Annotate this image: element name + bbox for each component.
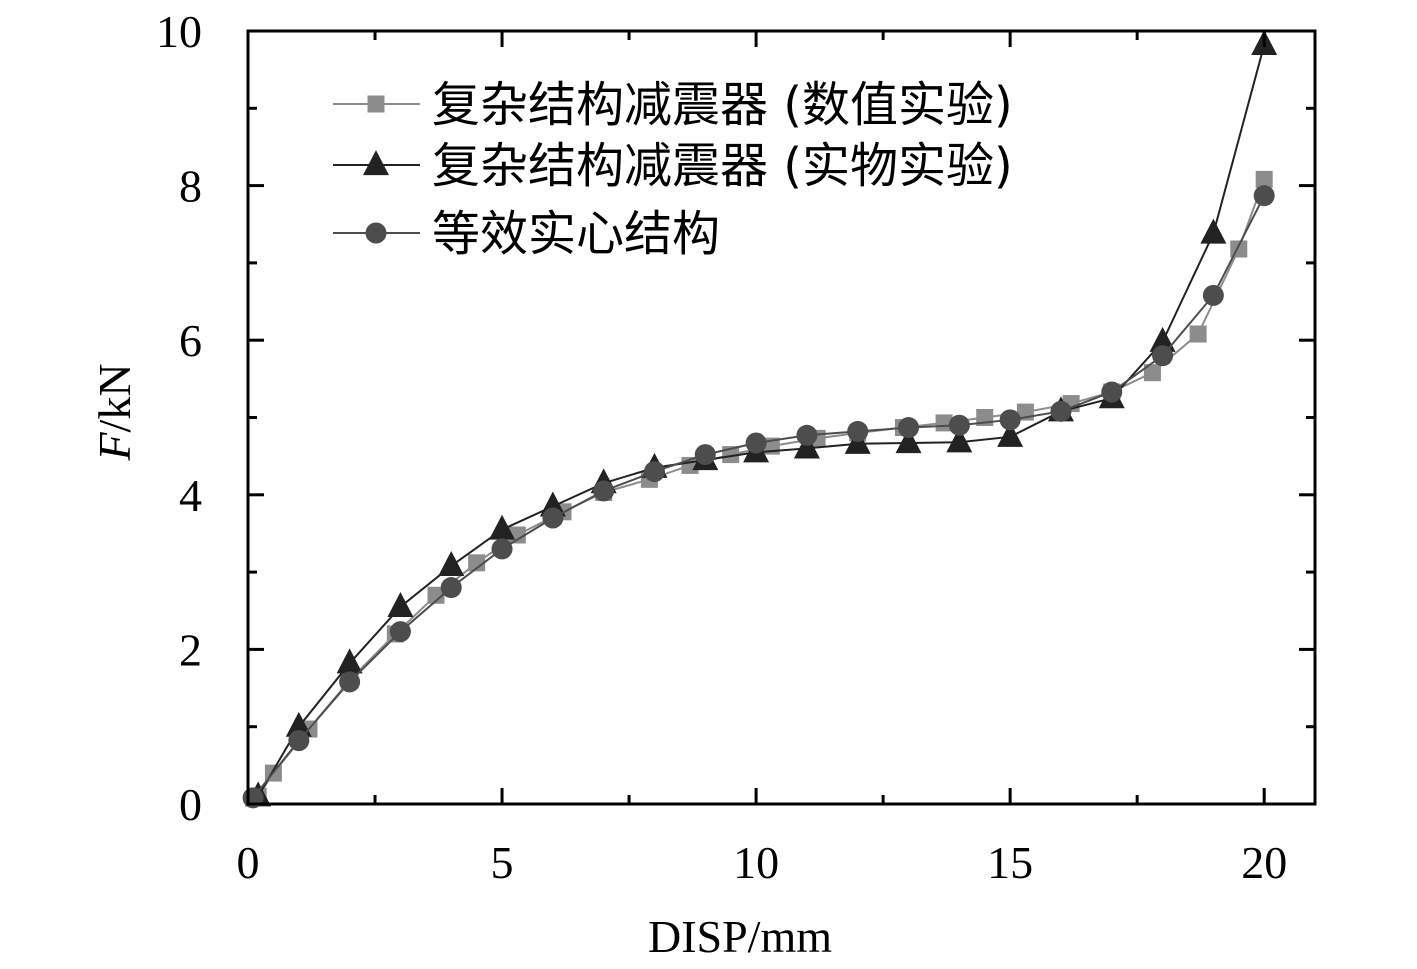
data-point-circle: [847, 420, 869, 442]
data-point-square: [1189, 325, 1207, 343]
legend-label: 复杂结构减震器 (实物实验): [432, 138, 1013, 194]
legend-item-square: 复杂结构减震器 (数值实验): [333, 77, 1013, 133]
y-axis-label-unit: /kN: [89, 363, 140, 432]
data-point-circle: [999, 409, 1021, 431]
data-point-circle: [542, 507, 564, 529]
legend-item-triangle: 复杂结构减震器 (实物实验): [333, 138, 1013, 194]
data-point-triangle: [946, 427, 973, 453]
data-point-circle: [694, 444, 716, 466]
data-point-circle: [1050, 400, 1072, 422]
data-point-circle: [1253, 185, 1275, 207]
data-point-circle: [1152, 345, 1174, 367]
x-tick-label: 10: [733, 837, 779, 888]
x-axis-label: DISP/mm: [648, 911, 832, 962]
y-tick-label: 6: [179, 315, 202, 366]
legend-label: 等效实心结构: [432, 206, 720, 262]
data-point-circle: [339, 671, 361, 693]
data-point-circle: [643, 461, 665, 483]
x-tick-label: 15: [987, 837, 1033, 888]
data-point-triangle: [489, 514, 516, 540]
data-point-triangle: [895, 428, 922, 454]
y-axis-label: F/kN: [89, 363, 140, 461]
y-tick-label: 0: [179, 779, 202, 830]
data-point-triangle: [1149, 326, 1176, 352]
y-tick-label: 2: [179, 624, 202, 675]
data-point-square: [1230, 240, 1248, 258]
y-axis-label-italic: F: [89, 432, 140, 462]
legend-marker-square: [367, 95, 385, 113]
data-point-circle: [491, 538, 513, 560]
y-tick-label: 8: [179, 161, 202, 212]
data-point-triangle: [1200, 218, 1227, 244]
data-point-circle: [796, 424, 818, 446]
tick-layer: 0 5 10 15 20 0 2 4 6 8 10: [156, 6, 1315, 888]
data-point-triangle: [387, 592, 414, 617]
data-point-circle: [288, 730, 310, 752]
data-point-circle: [948, 414, 970, 436]
legend-marker-triangle: [363, 150, 389, 176]
y-tick-label: 4: [179, 470, 202, 521]
data-point-circle: [1101, 381, 1123, 403]
legend: 复杂结构减震器 (数值实验)复杂结构减震器 (实物实验) 等效实心结构: [333, 77, 1013, 262]
data-point-circle: [1202, 284, 1224, 306]
data-point-square: [1143, 364, 1161, 382]
data-point-triangle: [793, 433, 820, 459]
legend-label: 复杂结构减震器 (数值实验): [432, 77, 1013, 133]
data-point-triangle: [336, 648, 363, 674]
x-tick-label: 20: [1241, 837, 1287, 888]
data-point-square: [935, 414, 953, 432]
x-tick-label: 0: [237, 837, 260, 888]
data-point-triangle: [285, 711, 312, 737]
data-point-triangle: [438, 551, 465, 576]
data-point-circle: [440, 577, 462, 599]
data-point-circle: [745, 432, 767, 454]
series-circle: [242, 185, 1275, 809]
legend-item-circle: 等效实心结构: [333, 206, 720, 262]
data-point-circle: [898, 417, 920, 439]
data-point-circle: [593, 480, 615, 502]
data-point-triangle: [997, 421, 1024, 447]
data-point-circle: [389, 621, 411, 643]
x-tick-label: 5: [491, 837, 514, 888]
data-point-square: [468, 554, 486, 572]
legend-marker-circle: [365, 222, 387, 244]
data-point-square: [427, 586, 445, 604]
y-tick-label: 10: [156, 6, 202, 57]
data-point-square: [1255, 170, 1273, 188]
series-layer: [242, 30, 1278, 809]
